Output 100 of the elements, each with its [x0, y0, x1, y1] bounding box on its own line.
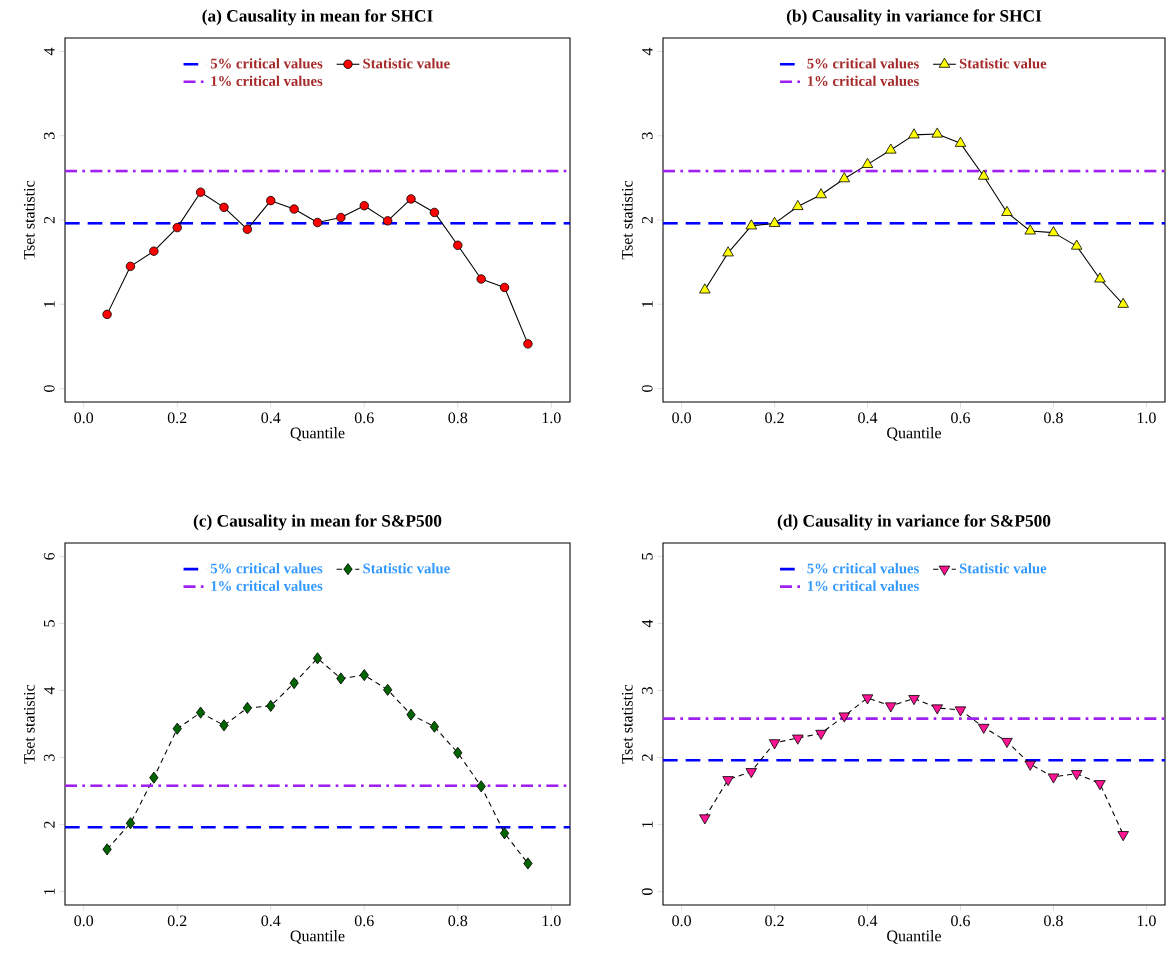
point	[266, 195, 276, 206]
point	[453, 746, 463, 759]
y-tick-label: 4	[642, 619, 653, 628]
point	[792, 199, 804, 210]
point	[1047, 226, 1060, 237]
y-tick-label: 0	[641, 888, 653, 895]
x-axis-title: Quantile	[887, 930, 942, 944]
y-tick-label: 3	[43, 132, 55, 139]
x-tick-label: 1.0	[1137, 412, 1156, 424]
point	[429, 720, 440, 733]
point	[359, 201, 369, 211]
y-tick-label: 1	[642, 301, 653, 307]
point	[336, 212, 346, 223]
point	[1117, 297, 1129, 308]
x-tick-label: 1.0	[1137, 915, 1156, 927]
point	[861, 694, 874, 705]
x-tick-label: 1.0	[542, 412, 561, 424]
point	[1117, 831, 1129, 842]
point	[838, 712, 850, 723]
point	[1070, 239, 1083, 250]
point	[1001, 205, 1013, 216]
y-tick-label: 1	[44, 888, 55, 895]
point	[406, 194, 416, 204]
x-tick-label: 0.6	[951, 915, 971, 927]
point	[172, 722, 182, 735]
y-tick-label: 2	[44, 821, 55, 828]
point	[722, 246, 734, 257]
point	[745, 768, 758, 779]
x-tick-label: 0.2	[167, 412, 187, 424]
legend-label: Statistic value	[363, 563, 450, 574]
x-tick-label: 0.8	[448, 915, 468, 927]
point	[699, 814, 711, 825]
point	[1001, 737, 1013, 748]
point	[359, 669, 369, 682]
point	[978, 169, 990, 180]
chart-title: (a) Causality in mean for SHCI	[202, 9, 433, 26]
y-tick-label: 3	[641, 687, 653, 694]
point	[336, 672, 346, 685]
point	[219, 202, 229, 213]
legend-label: 5% critical values	[210, 58, 323, 69]
point	[149, 771, 159, 784]
point	[978, 723, 990, 734]
y-tick-label: 3	[43, 754, 55, 761]
x-tick-label: 0.6	[951, 412, 971, 424]
y-tick-label: 0	[43, 385, 55, 392]
x-tick-label: 0.2	[765, 915, 784, 927]
chart-title: (d) Causality in variance for S&P500	[777, 514, 1051, 531]
y-axis-title: Tset statistic	[621, 180, 633, 260]
point	[102, 309, 112, 320]
point	[838, 172, 850, 183]
y-tick-label: 4	[642, 47, 653, 56]
y-axis-title: Tset statistic	[23, 180, 35, 260]
x-tick-label: 0.0	[672, 915, 691, 927]
y-tick-label: 2	[44, 216, 55, 224]
point	[885, 702, 897, 713]
point	[861, 157, 874, 168]
legend-label: Statistic value	[959, 58, 1047, 69]
legend-label: 5% critical values	[807, 563, 919, 574]
point	[1094, 780, 1106, 791]
y-axis-title: Tset statistic	[621, 684, 633, 764]
point	[768, 216, 781, 227]
point	[195, 187, 206, 197]
y-tick-label: 2	[642, 754, 653, 761]
y-tick-label: 0	[641, 385, 653, 392]
point	[885, 143, 897, 154]
x-axis-title: Quantile	[290, 427, 345, 441]
y-tick-label: 5	[641, 553, 653, 560]
point	[1070, 770, 1083, 781]
point	[312, 652, 323, 665]
point	[792, 734, 804, 745]
point	[908, 128, 920, 139]
point	[476, 274, 486, 284]
point	[102, 843, 112, 856]
point	[699, 283, 711, 294]
legend-label: 1% critical values	[807, 75, 919, 87]
point	[125, 817, 136, 830]
x-tick-label: 0.8	[1044, 412, 1063, 424]
chart-title: (c) Causality in mean for S&P500	[193, 514, 442, 531]
x-tick-label: 0.0	[74, 915, 94, 927]
point	[125, 261, 136, 272]
point	[815, 729, 827, 740]
point	[453, 240, 463, 250]
point	[289, 677, 299, 690]
x-axis-title: Quantile	[290, 930, 345, 944]
y-tick-label: 6	[43, 552, 55, 560]
legend-label: Statistic value	[959, 563, 1047, 574]
point	[383, 683, 393, 696]
x-tick-label: 0.0	[672, 412, 691, 424]
y-tick-label: 3	[641, 132, 653, 139]
point	[382, 216, 393, 226]
point	[242, 224, 253, 234]
point	[312, 217, 323, 228]
y-tick-label: 1	[642, 821, 653, 828]
y-axis-title: Tset statistic	[23, 684, 35, 764]
point	[1024, 760, 1036, 771]
point	[149, 246, 159, 256]
x-tick-label: 1.0	[542, 915, 561, 927]
point	[954, 136, 967, 147]
legend-label: 5% critical values	[807, 58, 919, 69]
x-tick-label: 0.8	[448, 412, 468, 424]
